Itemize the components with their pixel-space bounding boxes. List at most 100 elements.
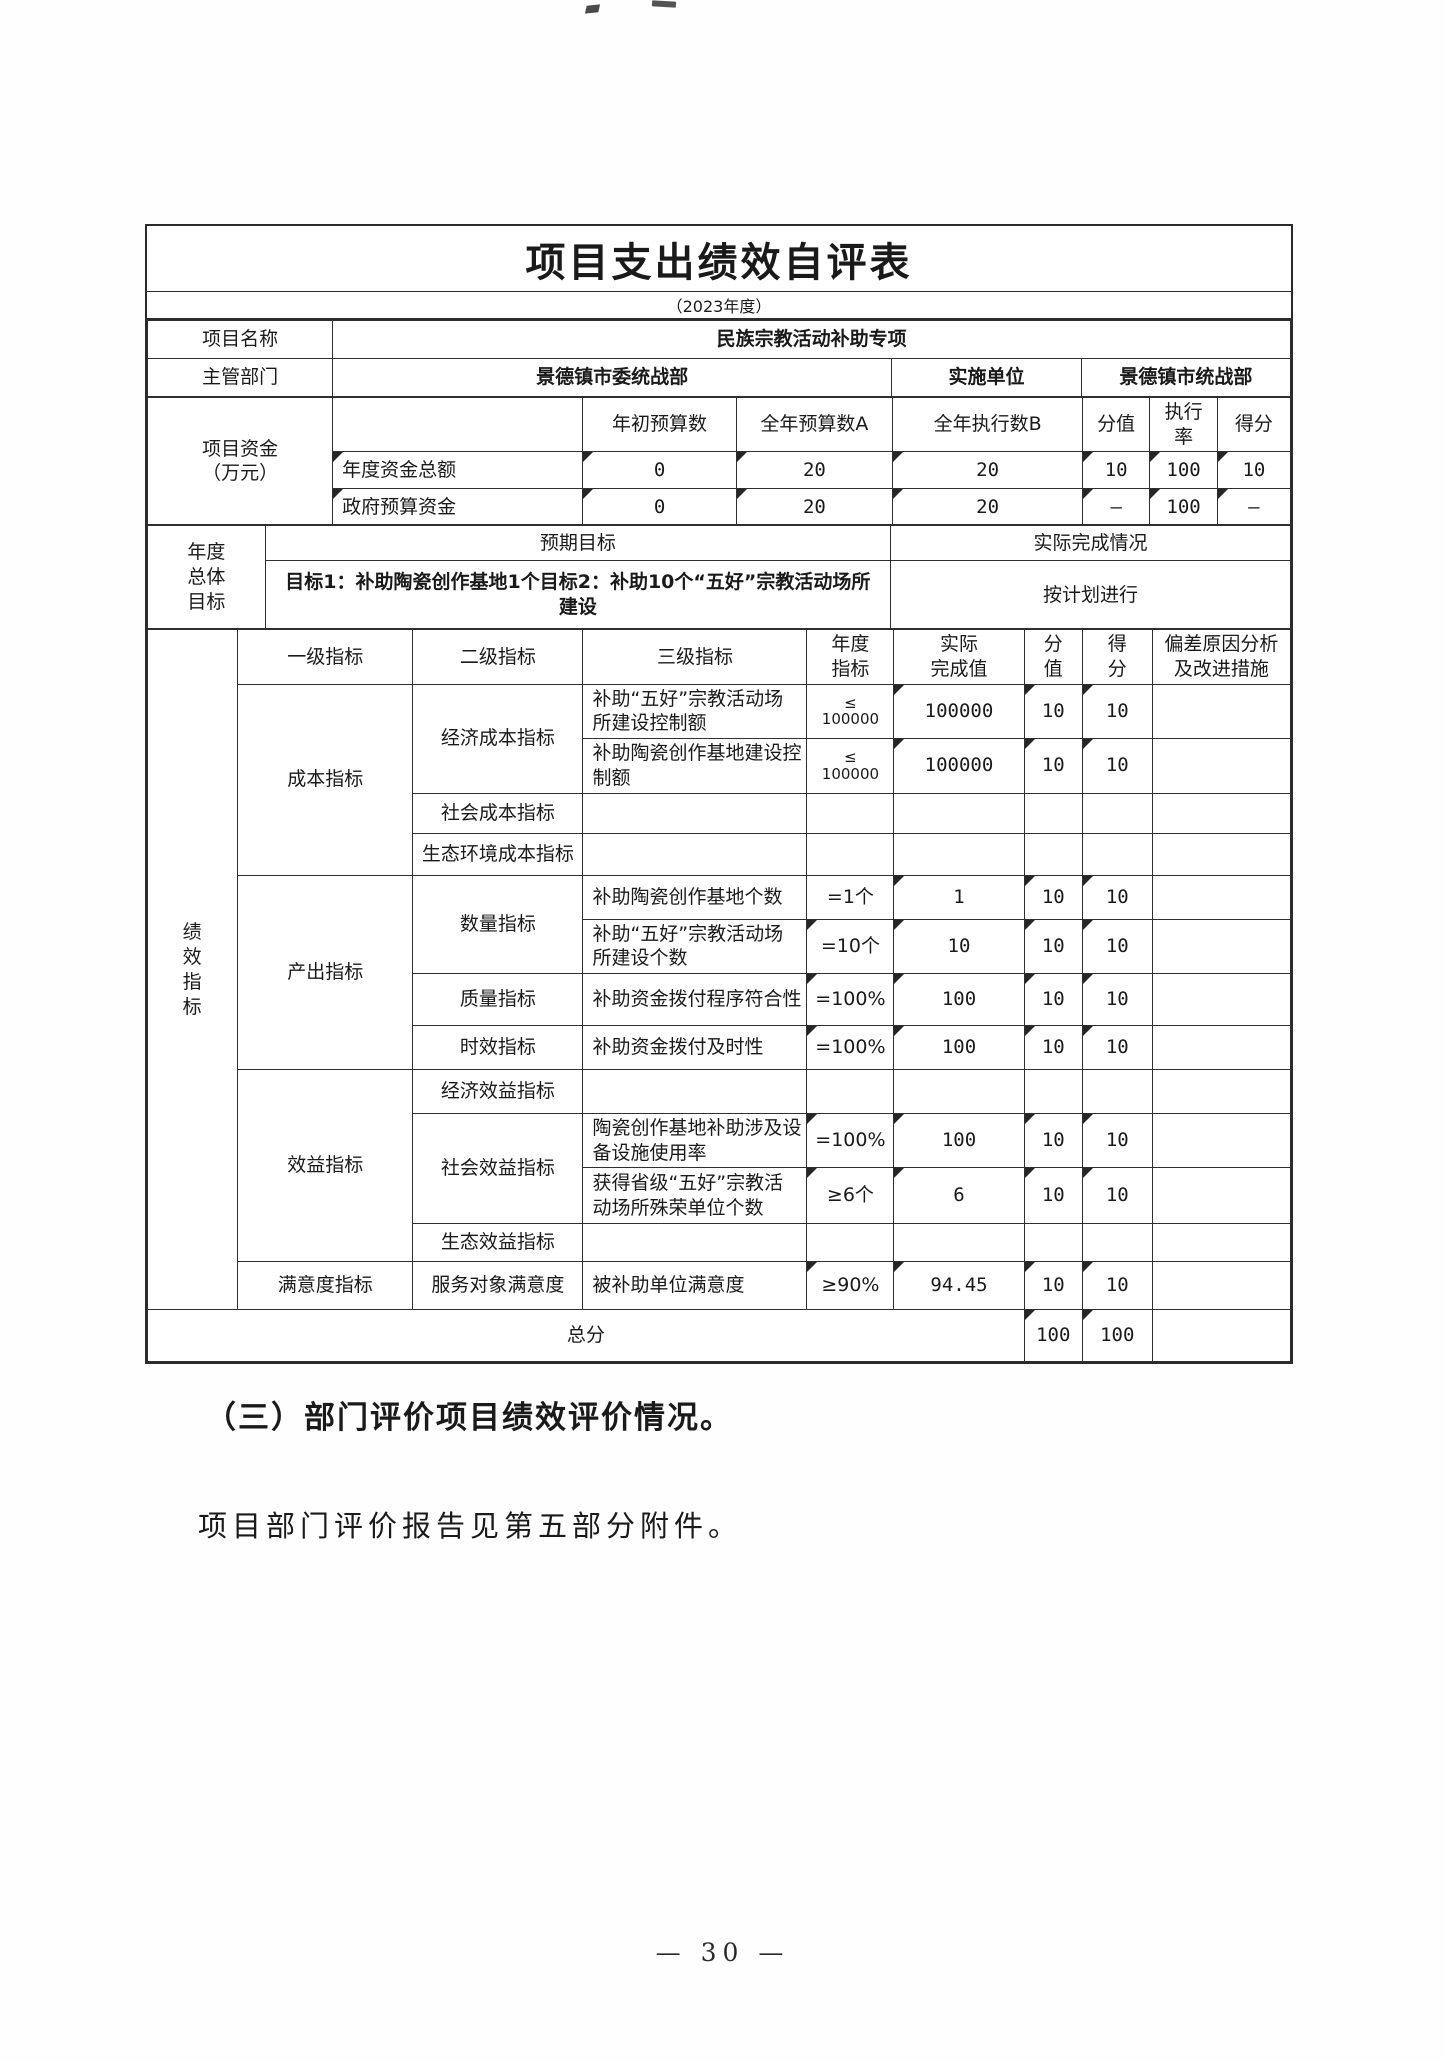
funds-cell: 20 — [735, 451, 894, 490]
project-funds-table: 项目资金 （万元） 年初预算数 全年预算数A 全年执行数B 分值 执行率 得分 … — [146, 396, 1292, 526]
funds-cell: 100 — [1149, 488, 1218, 526]
level1-cell: 产出指标 — [237, 874, 414, 1070]
score-cell: 10 — [1081, 874, 1153, 920]
implementing-unit-value: 景德镇市统战部 — [1080, 358, 1292, 397]
project-info-table: 项目名称 民族宗教活动补助专项 主管部门 景德镇市委统战部 实施单位 景德镇市统… — [146, 320, 1292, 397]
target-cell: =1个 — [806, 874, 895, 920]
level1-cell: 成本指标 — [237, 683, 414, 876]
target-cell: =100% — [806, 1112, 895, 1169]
funds-cell: 20 — [735, 488, 894, 526]
actual-cell: 94.45 — [893, 1261, 1025, 1311]
level3-cell: 补助资金拨付及时性 — [582, 1024, 808, 1070]
score-cell: 10 — [1081, 1167, 1153, 1225]
level3-cell: 补助陶瓷创作基地建设控制额 — [582, 738, 808, 794]
target-cell — [806, 1223, 895, 1263]
actual-cell: 100 — [893, 1024, 1025, 1070]
points-cell: 10 — [1023, 683, 1083, 740]
level3-cell — [582, 792, 808, 834]
funds-col-points: 分值 — [1081, 396, 1151, 453]
target-cell: ≥6个 — [806, 1167, 895, 1225]
deviation-cell — [1151, 832, 1292, 876]
total-deviation-cell — [1151, 1309, 1292, 1363]
deviation-cell — [1151, 874, 1292, 920]
funds-cell: 10 — [1216, 451, 1292, 490]
level3-cell: 补助陶瓷创作基地个数 — [582, 874, 808, 920]
points-cell — [1023, 832, 1083, 876]
deviation-header: 偏差原因分析 及改进措施 — [1151, 629, 1292, 685]
level2-cell: 数量指标 — [412, 874, 584, 974]
deviation-cell — [1151, 1167, 1292, 1225]
funds-cell: 0 — [582, 488, 737, 526]
points-cell: 10 — [1023, 1024, 1083, 1070]
project-name-value: 民族宗教活动补助专项 — [332, 320, 1291, 359]
score-cell: 10 — [1081, 918, 1153, 974]
deviation-cell — [1151, 738, 1292, 794]
score-cell: 10 — [1081, 1112, 1153, 1169]
target-cell: ≥90% — [806, 1261, 895, 1311]
level3-cell: 陶瓷创作基地补助涉及设备设施使用率 — [582, 1112, 808, 1169]
actual-cell — [893, 792, 1025, 834]
actual-cell: 100 — [893, 972, 1025, 1026]
actual-value-header: 实际 完成值 — [893, 629, 1025, 685]
funds-col-score: 得分 — [1216, 396, 1292, 453]
level3-header: 三级指标 — [582, 629, 808, 685]
funds-cell: 10 — [1081, 451, 1151, 490]
deviation-cell — [1151, 1068, 1292, 1114]
points-cell — [1023, 1068, 1083, 1114]
project-name-label: 项目名称 — [146, 320, 334, 359]
level2-cell: 社会效益指标 — [412, 1112, 584, 1225]
actual-cell: 100000 — [893, 683, 1025, 740]
annual-goal-label: 年度 总体 目标 — [147, 525, 266, 630]
actual-completion-text: 按计划进行 — [889, 560, 1292, 630]
scan-artifact — [584, 4, 601, 14]
target-cell: =10个 — [806, 918, 895, 974]
level3-cell — [582, 1223, 808, 1263]
level3-cell: 补助“五好”宗教活动场所建设控制额 — [582, 683, 808, 740]
actual-cell — [893, 1223, 1025, 1263]
level3-cell: 补助“五好”宗教活动场所建设个数 — [582, 918, 808, 974]
score-cell — [1081, 832, 1153, 876]
funds-header-spacer — [332, 396, 584, 453]
level2-cell: 社会成本指标 — [412, 792, 584, 834]
score-cell: 10 — [1081, 972, 1153, 1026]
deviation-cell — [1151, 683, 1292, 740]
total-points-value: 100 — [1023, 1309, 1083, 1363]
level1-header: 一级指标 — [237, 629, 414, 685]
funds-col-initial: 年初预算数 — [582, 396, 737, 453]
level3-cell: 被补助单位满意度 — [582, 1261, 808, 1311]
points-cell: 10 — [1023, 972, 1083, 1026]
level1-cell: 效益指标 — [237, 1068, 414, 1263]
total-score-value: 100 — [1081, 1309, 1153, 1363]
level2-cell: 服务对象满意度 — [412, 1261, 584, 1311]
actual-completion-header: 实际完成情况 — [889, 525, 1292, 562]
funds-cell: — — [1216, 488, 1292, 526]
points-cell: 10 — [1023, 738, 1083, 794]
actual-cell — [893, 832, 1025, 876]
level2-cell: 经济效益指标 — [412, 1068, 584, 1114]
deviation-cell — [1151, 1024, 1292, 1070]
actual-cell: 100 — [893, 1112, 1025, 1169]
expected-goal-header: 预期目标 — [264, 525, 891, 562]
funds-col-rate: 执行率 — [1149, 396, 1218, 453]
table-title: 项目支出绩效自评表 — [147, 226, 1291, 292]
table-subtitle: （2023年度） — [147, 292, 1291, 320]
points-cell: 10 — [1023, 1112, 1083, 1169]
performance-indicators-side-label: 绩 效 指 标 — [146, 629, 239, 1311]
deviation-cell — [1151, 792, 1292, 834]
level3-cell: 获得省级“五好”宗教活动场所殊荣单位个数 — [582, 1167, 808, 1225]
level3-cell — [582, 1068, 808, 1114]
performance-indicators-table: 绩 效 指 标 一级指标 二级指标 三级指标 年度 指标 实际 完成值 分 值 … — [146, 629, 1292, 1363]
target-cell — [806, 792, 895, 834]
funds-cell: 0 — [582, 451, 737, 490]
score-cell: 10 — [1081, 1024, 1153, 1070]
actual-cell: 10 — [893, 918, 1025, 974]
expected-goal-text: 目标1：补助陶瓷创作基地1个目标2：补助10个“五好”宗教活动场所建设 — [264, 560, 891, 630]
score-header: 得 分 — [1081, 629, 1153, 685]
deviation-cell — [1151, 1112, 1292, 1169]
department-value: 景德镇市委统战部 — [332, 358, 893, 397]
points-cell — [1023, 792, 1083, 834]
points-cell: 10 — [1023, 874, 1083, 920]
implementing-unit-label: 实施单位 — [891, 358, 1082, 397]
score-cell — [1081, 1223, 1153, 1263]
